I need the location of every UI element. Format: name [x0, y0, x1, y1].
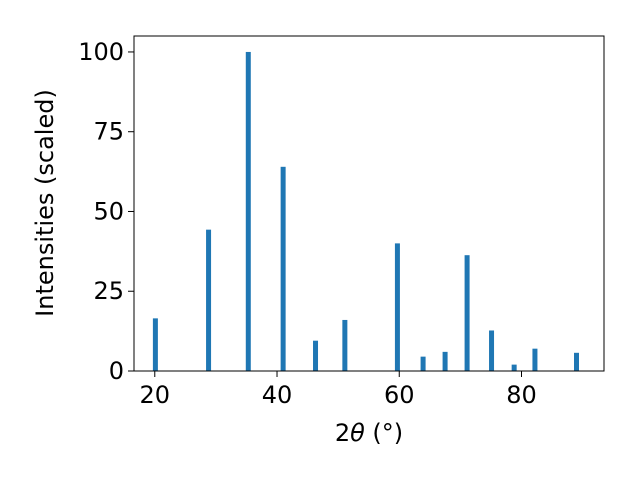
bar-8 — [442, 351, 448, 371]
y-tick-label-100: 100 — [78, 38, 124, 66]
bar-0 — [152, 318, 158, 371]
x-tick-label-60: 60 — [384, 381, 415, 409]
bar-12 — [532, 348, 538, 371]
x-tick-label-20: 20 — [140, 381, 171, 409]
x-tick-label-80: 80 — [506, 381, 537, 409]
bar-3 — [280, 166, 286, 371]
plot-frame — [133, 35, 605, 372]
bar-10 — [489, 330, 495, 371]
bar-5 — [342, 319, 348, 371]
y-tick-label-75: 75 — [93, 118, 124, 146]
y-tick-label-50: 50 — [93, 197, 124, 225]
y-tick-label-0: 0 — [109, 357, 124, 385]
y-tick-label-25: 25 — [93, 277, 124, 305]
bar-11 — [511, 364, 517, 371]
bar-13 — [574, 352, 579, 371]
bar-2 — [245, 51, 251, 371]
bar-9 — [464, 255, 470, 371]
bar-6 — [394, 243, 400, 371]
bar-1 — [206, 229, 212, 371]
y-axis-label: Intensities (scaled) — [31, 89, 59, 317]
y-axis-ticks: 0 25 50 75 100 — [78, 38, 134, 385]
bar-4 — [313, 340, 319, 371]
plot-area — [134, 36, 604, 371]
x-axis-label: 2θ (°) — [335, 419, 403, 447]
x-axis-ticks: 20 40 60 80 — [140, 371, 537, 409]
bar-7 — [420, 356, 426, 371]
x-tick-label-40: 40 — [262, 381, 293, 409]
bars-group — [152, 51, 579, 371]
